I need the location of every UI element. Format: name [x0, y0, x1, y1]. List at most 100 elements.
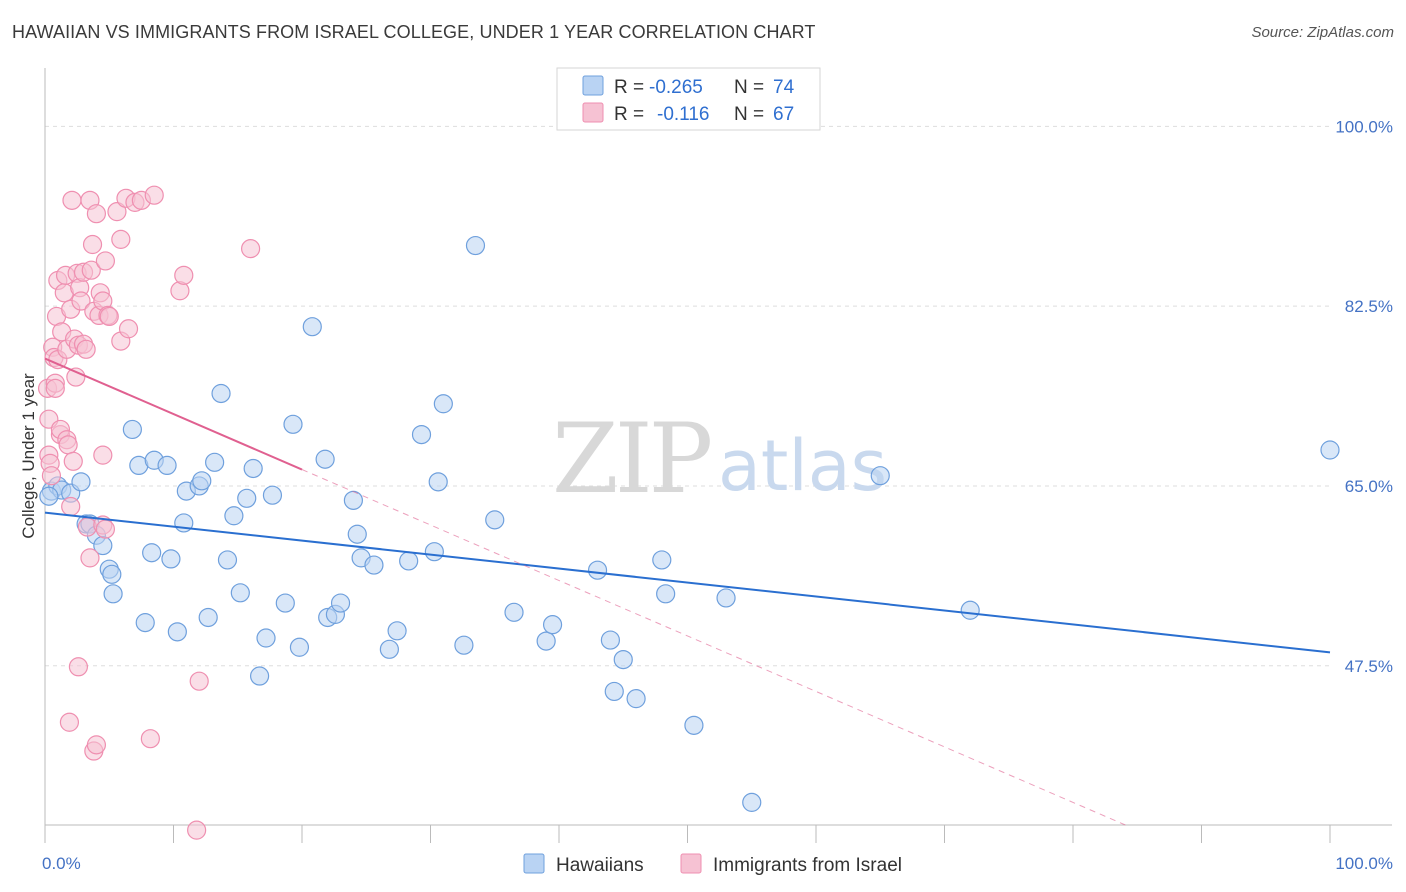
hawaiians-point-70 — [870, 466, 890, 486]
israel-point-43 — [86, 735, 107, 755]
hawaiians-point-49 — [399, 551, 419, 571]
hawaiians-point-12 — [122, 419, 142, 440]
hawaiians-point-56 — [485, 510, 505, 530]
hawaiians-point-35 — [275, 593, 295, 613]
israel-points — [37, 185, 261, 840]
hawaiians-point-32 — [249, 666, 270, 686]
hawaiians-point-30 — [237, 488, 257, 508]
israel-point-20 — [59, 712, 80, 732]
israel-point-53 — [107, 202, 127, 222]
hawaiians-point-64 — [626, 689, 646, 709]
y-tick-label-0: 47.5% — [1345, 657, 1393, 676]
y-axis-label: College, Under 1 year — [19, 373, 38, 539]
legend: R = -0.265 N = 74 R = -0.116 N = 67 — [556, 67, 821, 131]
israel-point-31 — [71, 291, 91, 311]
hawaiians-point-52 — [428, 472, 448, 492]
israel-point-60 — [140, 729, 160, 749]
israel-trend-line-extension — [301, 469, 1126, 826]
legend-swatch-israel — [582, 102, 604, 123]
x-tick-label-1: 100.0% — [1335, 854, 1393, 873]
hawaiians-point-54 — [454, 635, 474, 655]
israel-point-39 — [82, 234, 103, 255]
hawaiians-point-17 — [157, 455, 177, 476]
hawaiians-point-23 — [192, 471, 212, 491]
y-tick-labels: 47.5% 65.0% 82.5% 100.0% — [1335, 117, 1393, 675]
hawaiians-point-60 — [587, 560, 608, 580]
watermark-atlas: atlas — [718, 425, 887, 507]
hawaiians-point-18 — [161, 549, 181, 569]
legend-n-value-1: 67 — [773, 104, 794, 125]
israel-point-37 — [80, 548, 100, 568]
hawaiians-point-36 — [283, 414, 303, 434]
israel-point-61 — [144, 185, 164, 205]
hawaiians-point-34 — [262, 485, 283, 505]
legend-n-label-0: N = — [734, 77, 764, 98]
israel-point-21 — [61, 496, 81, 517]
hawaiians-point-68 — [716, 588, 736, 608]
hawaiians-point-58 — [536, 631, 556, 651]
hawaiians-point-28 — [224, 506, 244, 526]
israel-point-49 — [95, 251, 115, 271]
y-tick-label-1: 65.0% — [1345, 477, 1393, 496]
hawaiians-point-11 — [103, 584, 123, 604]
hawaiians-point-15 — [142, 543, 162, 563]
hawaiians-point-48 — [387, 621, 407, 641]
trend-lines — [44, 357, 1331, 826]
hawaiians-point-69 — [742, 792, 762, 812]
hawaiians-point-50 — [411, 424, 432, 445]
hawaiians-point-67 — [684, 715, 704, 735]
y-tick-label-2: 82.5% — [1345, 297, 1393, 316]
hawaiians-point-61 — [600, 630, 621, 650]
hawaiians-point-53 — [433, 394, 453, 414]
hawaiians-point-57 — [504, 602, 524, 622]
hawaiians-point-39 — [315, 449, 335, 469]
hawaiians-point-55 — [465, 235, 486, 256]
israel-point-38 — [81, 260, 101, 280]
legend-r-value-1: -0.116 — [657, 104, 709, 125]
hawaiians-point-26 — [211, 383, 231, 404]
y-tick-label-3: 100.0% — [1335, 117, 1393, 136]
israel-point-19 — [58, 435, 78, 455]
hawaiians-point-14 — [135, 613, 155, 633]
hawaiians-point-66 — [656, 584, 676, 604]
hawaiians-point-10 — [102, 564, 122, 584]
watermark: ZIP atlas — [552, 403, 887, 515]
israel-point-23 — [62, 190, 82, 210]
hawaiians-point-43 — [343, 490, 363, 510]
bottom-legend-hawaiians: Hawaiians — [556, 855, 644, 876]
hawaiians-point-73 — [39, 486, 59, 506]
legend-swatch-hawaiians — [582, 75, 604, 96]
hawaiians-point-47 — [379, 639, 399, 659]
israel-point-52 — [99, 306, 119, 327]
hawaiians-point-59 — [542, 615, 563, 635]
x-tick-label-0: 0.0% — [42, 854, 81, 873]
israel-point-29 — [68, 657, 89, 677]
hawaiians-point-25 — [205, 452, 225, 472]
israel-point-57 — [118, 319, 139, 339]
bottom-legend-swatch-israel — [680, 853, 702, 874]
hawaiians-point-27 — [217, 550, 238, 570]
hawaiians-point-19 — [167, 622, 187, 642]
hawaiians-point-62 — [604, 681, 624, 702]
hawaiians-point-46 — [364, 555, 384, 575]
hawaiians-point-4 — [71, 472, 91, 492]
hawaiians-point-63 — [613, 649, 633, 670]
legend-n-value-0: 74 — [773, 77, 795, 98]
watermark-zip: ZIP — [552, 403, 711, 515]
x-tick-labels: 0.0% 100.0% — [42, 854, 1393, 873]
israel-point-42 — [86, 204, 107, 224]
hawaiians-point-24 — [198, 607, 218, 628]
bottom-legend: Hawaiians Immigrants from Israel — [523, 853, 902, 876]
bottom-legend-swatch-hawaiians — [523, 853, 545, 874]
hawaiians-point-42 — [330, 593, 351, 613]
hawaiians-point-71 — [960, 600, 980, 620]
israel-point-55 — [111, 229, 131, 249]
hawaiians-point-72 — [1320, 440, 1340, 460]
israel-point-4 — [41, 466, 62, 486]
israel-point-24 — [63, 451, 83, 471]
hawaiians-point-33 — [256, 628, 276, 648]
israel-point-26 — [66, 367, 86, 387]
hawaiians-point-44 — [347, 524, 367, 544]
hawaiians-point-65 — [652, 550, 672, 570]
hawaiians-point-31 — [243, 458, 263, 479]
